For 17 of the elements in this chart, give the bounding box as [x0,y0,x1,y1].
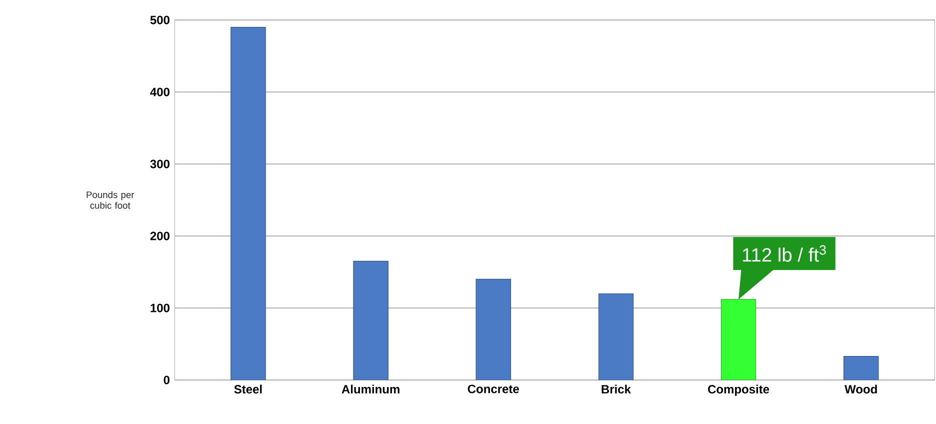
y-tick-label: 100 [150,304,170,312]
y-axis-title: Pounds per cubic foot [86,191,134,209]
x-tick-label: Wood [844,384,877,394]
y-tick-label: 200 [150,232,170,240]
x-tick-label: Brick [602,384,631,394]
x-tick-label: Composite [708,384,770,396]
bar [476,278,511,380]
bar [230,26,266,380]
y-tick-label: 300 [150,160,170,168]
annotation: 112 lb / ft$^{3}$ [742,245,826,262]
x-tick-label: Concrete [468,384,519,394]
x-tick-label: Steel [234,384,262,394]
y-tick-label: 400 [150,88,170,96]
y-tick-label: 500 [150,16,170,24]
bar [598,293,634,380]
y-tick-label: 0 [164,376,170,384]
x-tick-label: Aluminum [342,384,400,394]
